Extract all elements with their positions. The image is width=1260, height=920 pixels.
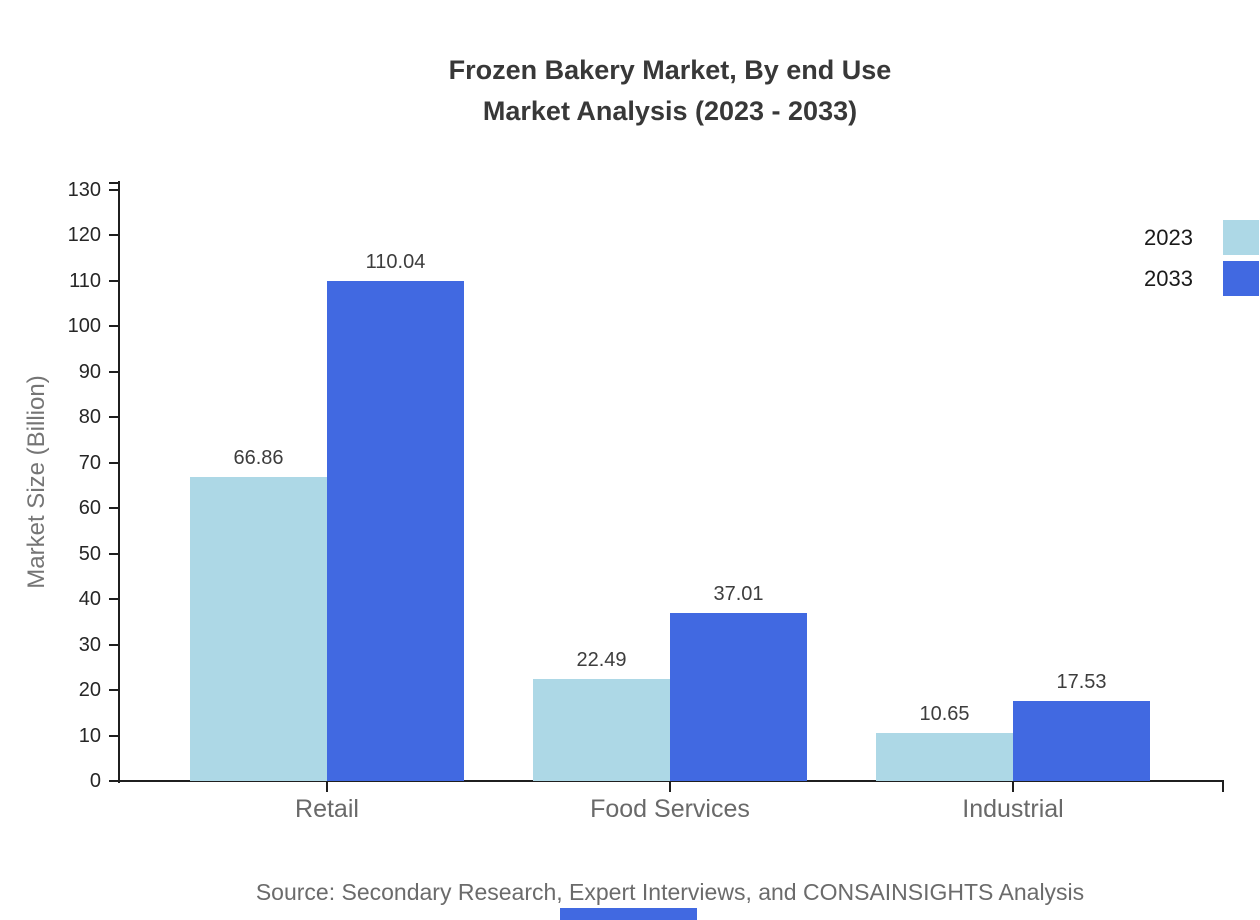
bar-value-2033-retail: 110.04 (365, 250, 426, 273)
y-tick-label: 70 (78, 451, 101, 474)
bar-value-2033-food-services: 37.01 (713, 582, 764, 605)
legend-item-2023: 2023 (1040, 220, 1259, 255)
legend-label-2023: 2023 (1144, 224, 1193, 250)
bar-2023-retail (190, 477, 327, 781)
y-tick-label: 80 (78, 406, 101, 429)
bar-value-2023-retail: 66.86 (233, 447, 284, 470)
y-tick (109, 370, 118, 373)
x-category-label-food-services: Food Services (590, 795, 750, 823)
y-tick (109, 189, 118, 191)
bar-value-2023-food-services: 22.49 (576, 648, 627, 671)
y-tick-label: 30 (78, 633, 101, 656)
legend-swatch-2023-icon (1223, 220, 1259, 255)
x-tick-retail (326, 782, 328, 792)
y-tick-label: 90 (78, 360, 101, 383)
x-category-label-industrial: Industrial (962, 795, 1064, 823)
y-tick (109, 552, 118, 555)
x-axis-end-tick (1222, 782, 1224, 792)
y-tick-label: 40 (78, 588, 101, 611)
bar-value-2023-industrial: 10.65 (919, 702, 970, 725)
bar-value-2033-industrial: 17.53 (1056, 671, 1107, 694)
legend-swatch-2033-icon (1223, 261, 1259, 296)
x-category-label-retail: Retail (295, 795, 359, 823)
source-note: Source: Secondary Research, Expert Inter… (255, 879, 1085, 905)
y-tick (109, 461, 118, 464)
y-tick (109, 416, 118, 419)
y-tick (109, 643, 118, 646)
bar-2023-industrial (876, 732, 1013, 781)
y-tick (109, 279, 118, 282)
y-tick-label: 50 (78, 542, 101, 565)
y-tick (109, 598, 118, 601)
legend-label-2033: 2033 (1144, 265, 1193, 291)
y-tick-label: 10 (78, 724, 101, 747)
y-tick (109, 234, 118, 237)
y-axis-title: Market Size (Billion) (23, 375, 50, 589)
legend-item-2033: 2033 (1040, 261, 1259, 296)
chart-title-line1: Frozen Bakery Market, By end Use (448, 55, 892, 85)
x-tick-food-services (669, 782, 671, 792)
y-tick-label: 100 (67, 315, 101, 338)
bar-2023-food-services (533, 678, 670, 781)
y-tick-label: 120 (67, 224, 101, 247)
bar-2033-retail (327, 280, 464, 781)
y-tick-label: 20 (78, 679, 101, 702)
y-tick (109, 780, 118, 782)
x-axis-line (118, 780, 1224, 782)
y-tick (109, 689, 118, 692)
bar-2033-food-services (670, 612, 807, 781)
chart-title: Frozen Bakery Market, By end Use Market … (80, 50, 1260, 132)
y-tick (109, 734, 118, 737)
y-tick-label: 0 (89, 770, 101, 792)
chart-title-line2: Market Analysis (2023 - 2033) (482, 96, 858, 126)
y-tick-label: 60 (78, 497, 101, 520)
x-tick-industrial (1012, 782, 1014, 792)
y-axis-line (118, 181, 120, 783)
y-axis-end-tick (109, 182, 118, 184)
bottom-accent-bar (560, 908, 697, 920)
bar-2033-industrial (1013, 701, 1150, 781)
y-tick (109, 325, 118, 328)
y-tick-label: 110 (69, 269, 101, 292)
y-tick-label: 130 (67, 179, 101, 201)
y-tick (109, 507, 118, 510)
